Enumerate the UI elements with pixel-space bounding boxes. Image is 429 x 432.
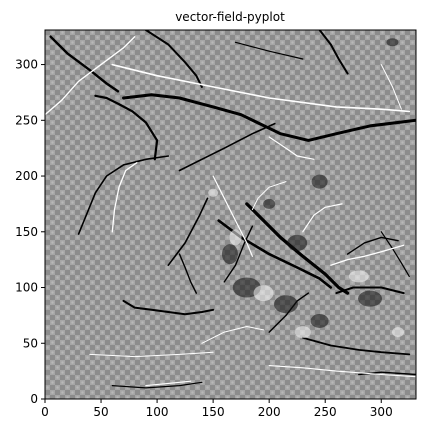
edge-stroke-19 bbox=[346, 236, 399, 255]
edge-blob-11 bbox=[229, 229, 242, 246]
edge-stroke-7 bbox=[144, 30, 203, 88]
y-tick-label: 250 bbox=[15, 113, 38, 127]
edge-stroke-24 bbox=[330, 244, 405, 266]
edge-stroke-16 bbox=[223, 225, 254, 283]
edge-stroke-6 bbox=[49, 35, 120, 93]
edge-stroke-0 bbox=[122, 93, 416, 142]
plot-frame bbox=[44, 29, 417, 400]
edge-stroke-28 bbox=[89, 351, 214, 358]
y-tick-label: 0 bbox=[30, 392, 38, 406]
edge-stroke-32 bbox=[380, 64, 402, 110]
x-tick-label: 300 bbox=[370, 405, 393, 419]
edge-blob-5 bbox=[221, 244, 238, 265]
edge-stroke-3 bbox=[245, 202, 350, 295]
edge-blob-3 bbox=[310, 313, 329, 328]
edge-stroke-21 bbox=[111, 63, 411, 113]
edge-blob-2 bbox=[273, 295, 298, 314]
edge-stroke-9 bbox=[178, 122, 276, 172]
edge-stroke-33 bbox=[251, 181, 287, 210]
edge-blob-8 bbox=[386, 38, 399, 47]
y-tick-label: 50 bbox=[23, 336, 38, 350]
y-tick-label: 100 bbox=[15, 281, 38, 295]
y-tick-label: 300 bbox=[15, 58, 38, 72]
edge-blob-12 bbox=[348, 270, 369, 283]
x-tick-label: 200 bbox=[258, 405, 281, 419]
x-axis: 0 50 100 150 200 250 300 bbox=[41, 399, 393, 419]
edge-blob-4 bbox=[358, 290, 383, 307]
edge-blob-13 bbox=[392, 327, 405, 338]
edge-blob-0 bbox=[287, 234, 308, 251]
image-background bbox=[45, 30, 416, 399]
y-axis: 0 50 100 150 200 250 300 bbox=[15, 58, 45, 406]
x-tick-label: 50 bbox=[93, 405, 108, 419]
edge-stroke-26 bbox=[145, 380, 192, 387]
x-tick-label: 0 bbox=[41, 405, 49, 419]
edge-stroke-27 bbox=[268, 365, 416, 378]
x-tick-label: 100 bbox=[146, 405, 169, 419]
edge-stroke-23 bbox=[111, 162, 138, 233]
edge-stroke-14 bbox=[111, 381, 203, 389]
edge-stroke-17 bbox=[178, 253, 197, 294]
edge-strokes bbox=[45, 30, 416, 389]
edge-blob-7 bbox=[263, 198, 276, 209]
edge-stroke-31 bbox=[268, 136, 315, 160]
chart-title: vector-field-pyplot bbox=[175, 10, 285, 24]
edge-blob-6 bbox=[311, 174, 328, 189]
edge-stroke-18 bbox=[380, 231, 410, 277]
edge-stroke-1 bbox=[94, 94, 159, 161]
edge-stroke-11 bbox=[167, 197, 209, 266]
edge-stroke-25 bbox=[212, 175, 253, 257]
y-tick-label: 200 bbox=[15, 169, 38, 183]
edge-stroke-30 bbox=[201, 326, 265, 344]
y-tick-label: 150 bbox=[15, 225, 38, 239]
edge-blob-10 bbox=[294, 326, 311, 339]
edge-stroke-20 bbox=[234, 41, 304, 60]
edge-stroke-5 bbox=[335, 286, 405, 295]
edge-stroke-10 bbox=[77, 155, 170, 235]
edge-stroke-12 bbox=[301, 336, 411, 356]
edge-stroke-29 bbox=[302, 203, 343, 233]
x-tick-label: 250 bbox=[314, 405, 337, 419]
edge-blob-9 bbox=[253, 285, 274, 302]
edge-stroke-2 bbox=[122, 299, 215, 316]
edge-stroke-22 bbox=[45, 36, 136, 116]
x-tick-label: 150 bbox=[202, 405, 225, 419]
edge-blobs bbox=[208, 38, 405, 339]
edge-stroke-8 bbox=[318, 30, 349, 75]
edge-blob-14 bbox=[208, 188, 219, 197]
